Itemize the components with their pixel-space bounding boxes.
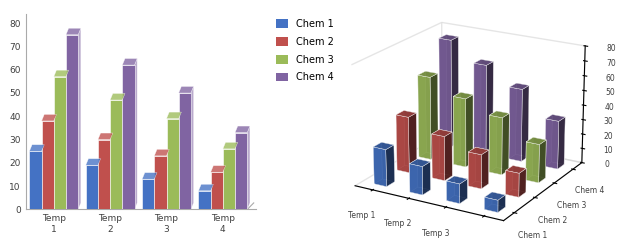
Polygon shape bbox=[235, 142, 237, 209]
Bar bbox=[179, 93, 191, 209]
Polygon shape bbox=[29, 145, 44, 151]
Polygon shape bbox=[154, 173, 157, 209]
Polygon shape bbox=[42, 145, 44, 209]
Bar bbox=[86, 165, 98, 209]
Polygon shape bbox=[191, 86, 193, 209]
Polygon shape bbox=[134, 59, 137, 209]
Polygon shape bbox=[211, 184, 213, 209]
Polygon shape bbox=[66, 28, 81, 35]
Bar bbox=[42, 121, 54, 209]
Bar bbox=[110, 100, 122, 209]
Polygon shape bbox=[98, 159, 100, 209]
Polygon shape bbox=[235, 126, 250, 133]
Polygon shape bbox=[110, 133, 113, 209]
Polygon shape bbox=[166, 112, 181, 119]
Polygon shape bbox=[110, 94, 125, 100]
Polygon shape bbox=[42, 114, 56, 121]
Polygon shape bbox=[247, 126, 250, 209]
Polygon shape bbox=[223, 166, 225, 209]
Polygon shape bbox=[179, 86, 193, 93]
Polygon shape bbox=[223, 142, 237, 149]
Polygon shape bbox=[54, 70, 68, 77]
Bar bbox=[198, 191, 211, 209]
Polygon shape bbox=[54, 114, 56, 209]
Polygon shape bbox=[66, 70, 68, 209]
Polygon shape bbox=[142, 173, 157, 179]
Bar bbox=[29, 151, 42, 209]
Polygon shape bbox=[122, 94, 125, 209]
Bar bbox=[166, 119, 179, 209]
Bar bbox=[66, 35, 78, 209]
Polygon shape bbox=[166, 149, 169, 209]
Bar bbox=[98, 139, 110, 209]
Bar bbox=[235, 133, 247, 209]
Polygon shape bbox=[98, 133, 113, 139]
Bar bbox=[211, 172, 223, 209]
Bar bbox=[54, 77, 66, 209]
Polygon shape bbox=[86, 159, 100, 165]
Polygon shape bbox=[154, 149, 169, 156]
Bar bbox=[122, 65, 134, 209]
Bar bbox=[223, 149, 235, 209]
Polygon shape bbox=[198, 184, 213, 191]
Bar bbox=[154, 156, 166, 209]
Polygon shape bbox=[122, 59, 137, 65]
Polygon shape bbox=[179, 112, 181, 209]
Polygon shape bbox=[211, 166, 225, 172]
Legend: Chem 1, Chem 2, Chem 3, Chem 4: Chem 1, Chem 2, Chem 3, Chem 4 bbox=[273, 15, 337, 86]
Polygon shape bbox=[78, 28, 81, 209]
Bar bbox=[142, 179, 154, 209]
